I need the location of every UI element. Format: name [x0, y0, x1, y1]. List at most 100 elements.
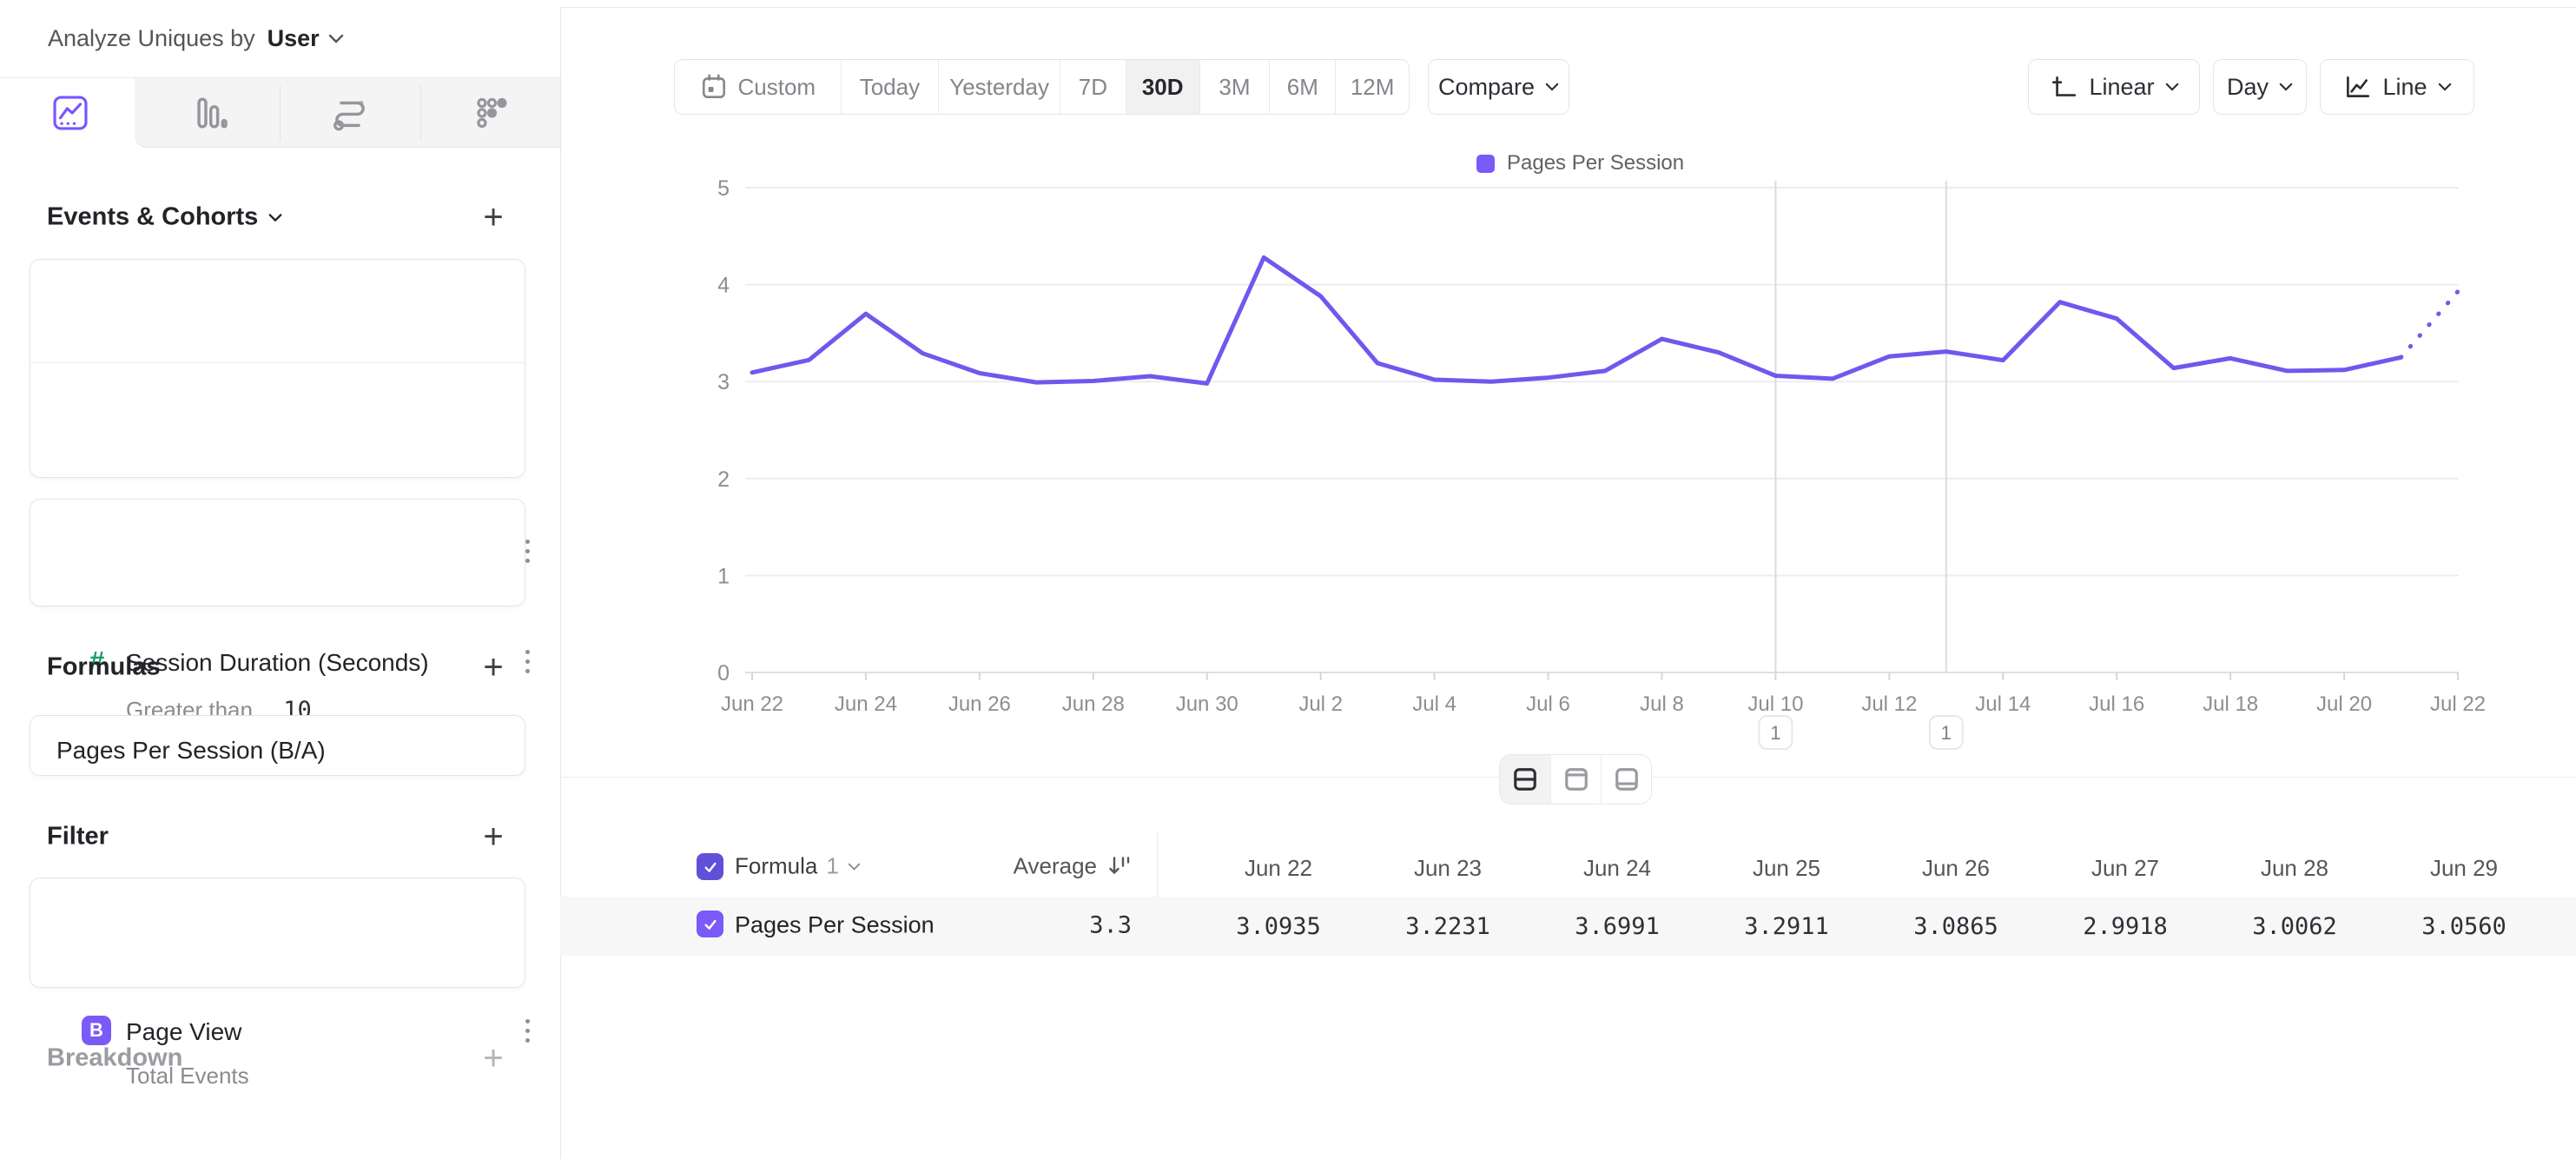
x-axis-label: Jul 22	[2430, 692, 2486, 716]
retention-grid-icon	[476, 97, 507, 129]
preset-3m[interactable]: 3M	[1199, 60, 1270, 114]
chart-style-button[interactable]: Line	[2320, 59, 2474, 115]
average-column-header[interactable]: Average	[934, 853, 1133, 880]
preset-6m[interactable]: 6M	[1269, 60, 1335, 114]
x-axis-label: Jun 22	[721, 692, 783, 716]
x-axis-label: Jul 10	[1747, 692, 1803, 716]
breakdown-header: Breakdown	[47, 1044, 182, 1073]
chevron-down-icon	[2165, 83, 2178, 91]
chart-only-toggle[interactable]	[1550, 755, 1601, 804]
chevron-down-icon	[2438, 83, 2451, 91]
table-column-header[interactable]: Jun 28	[2260, 855, 2329, 881]
kebab-menu-icon[interactable]	[515, 646, 539, 676]
check-icon	[703, 862, 717, 872]
average-label: Average	[1013, 852, 1097, 879]
analyze-value-dropdown[interactable]: User	[267, 25, 320, 51]
x-axis-label: Jul 20	[2316, 692, 2372, 716]
formula-number: 1	[826, 852, 839, 879]
events-cohorts-title: Events & Cohorts	[47, 202, 259, 231]
preset-7d[interactable]: 7D	[1059, 60, 1126, 114]
compare-label: Compare	[1437, 73, 1536, 100]
series-line-projected	[2399, 288, 2460, 360]
table-row[interactable]	[560, 897, 2576, 956]
table-column-header[interactable]: Jun 29	[2429, 855, 2499, 881]
table-column-header[interactable]: Jun 23	[1413, 855, 1483, 881]
table-column-header[interactable]: Jun 22	[1244, 855, 1313, 881]
add-event-button[interactable]: +	[476, 200, 511, 235]
table-column-divider	[1157, 832, 1158, 954]
legend-swatch	[1476, 154, 1495, 173]
table-column-header[interactable]: Jun 25	[1752, 855, 1821, 881]
flows-icon	[333, 101, 365, 131]
preset-custom[interactable]: Custom	[675, 60, 841, 114]
view-toggle-group	[1499, 754, 1652, 805]
annotation-badge[interactable]	[1758, 715, 1793, 750]
table-column-header[interactable]: Jun 26	[1921, 855, 1991, 881]
chevron-down-icon	[328, 34, 343, 43]
event-measurement[interactable]: Total Events	[126, 1063, 249, 1089]
sort-descending-icon	[1109, 856, 1130, 874]
series-line	[750, 255, 2403, 386]
chevron-down-icon	[1545, 83, 1559, 91]
compare-button[interactable]: Compare	[1428, 59, 1569, 115]
row-checkbox[interactable]	[697, 911, 723, 937]
preset-today[interactable]: Today	[840, 60, 939, 114]
kebab-menu-icon[interactable]	[515, 536, 539, 566]
formula-card[interactable]: Pages Per Session (B/A)	[30, 715, 525, 776]
formula-text[interactable]: Pages Per Session (B/A)	[56, 737, 326, 764]
property-title[interactable]: Session Duration (Seconds)	[126, 649, 429, 676]
table-cell-value: 3.6991	[1575, 913, 1660, 940]
table-cell-value: 3.2231	[1405, 913, 1490, 940]
preset-yesterday[interactable]: Yesterday	[938, 60, 1060, 114]
add-breakdown-button[interactable]: +	[476, 1041, 511, 1076]
sidebar-divider	[560, 7, 561, 1159]
insights-line-chart-icon	[52, 96, 88, 130]
preset-label: 6M	[1286, 73, 1318, 100]
plus-icon: +	[483, 1039, 504, 1077]
formula-column-header[interactable]: Formula 1	[735, 853, 861, 880]
line-chart: 5 4 3 2 1 0 Jun 22 Jun 24 Jun 26 Jun 28 Jun 30 Jul …	[717, 176, 2486, 750]
tab-flows[interactable]	[280, 78, 419, 148]
preset-label: 7D	[1078, 73, 1107, 100]
breakdown-title: Breakdown	[47, 1043, 183, 1072]
chart-only-icon	[1564, 768, 1588, 791]
table-only-toggle[interactable]	[1601, 755, 1651, 804]
preset-30d[interactable]: 30D	[1125, 60, 1199, 114]
chart-legend[interactable]: Pages Per Session	[1476, 151, 1684, 176]
tab-separator	[420, 85, 421, 141]
event-card-page-view[interactable]: B Page View Total Events	[30, 499, 530, 1089]
preset-label: 30D	[1141, 73, 1184, 100]
chevron-down-icon	[848, 863, 861, 871]
tab-bar-chart[interactable]	[140, 78, 280, 148]
preset-label: 12M	[1350, 73, 1395, 100]
preset-12m[interactable]: 12M	[1335, 60, 1409, 114]
x-axis-label: Jul 8	[1640, 692, 1684, 716]
x-axis-label: Jun 24	[835, 692, 897, 716]
row-average-value: 3.3	[1089, 911, 1132, 939]
filter-card-current-url[interactable]: Aa Current URL Contains docs.mixpanel.co…	[30, 878, 525, 988]
linear-scale-icon	[2052, 76, 2077, 96]
event-card-session-start[interactable]: A Session Start Total Events # Session D…	[30, 259, 530, 724]
tab-insights-line-chart[interactable]	[0, 78, 140, 148]
kebab-menu-icon[interactable]	[515, 1016, 539, 1045]
add-formula-button[interactable]: +	[476, 650, 511, 685]
tab-retention-grid[interactable]	[420, 78, 560, 148]
table-column-header[interactable]: Jun 24	[1582, 855, 1652, 881]
event-title[interactable]: Page View	[126, 1018, 242, 1045]
table-column-header[interactable]: Jun 27	[2091, 855, 2160, 881]
row-label: Pages Per Session	[735, 911, 935, 938]
check-icon	[703, 919, 717, 930]
scale-button[interactable]: Linear	[2028, 59, 2200, 115]
add-filter-button[interactable]: +	[476, 819, 511, 854]
annotation-badge[interactable]	[1928, 715, 1964, 750]
x-axis-label: Jul 12	[1861, 692, 1917, 716]
split-view-toggle[interactable]	[1500, 755, 1550, 804]
table-cell-value: 2.9918	[2083, 913, 2168, 940]
chevron-down-icon[interactable]	[268, 213, 282, 222]
table-cell-value: 3.0865	[1913, 913, 1998, 940]
event-letter-badge: B	[82, 1016, 111, 1045]
preset-label: Custom	[737, 73, 816, 100]
granularity-button[interactable]: Day	[2213, 59, 2307, 115]
select-all-checkbox[interactable]	[697, 853, 723, 880]
